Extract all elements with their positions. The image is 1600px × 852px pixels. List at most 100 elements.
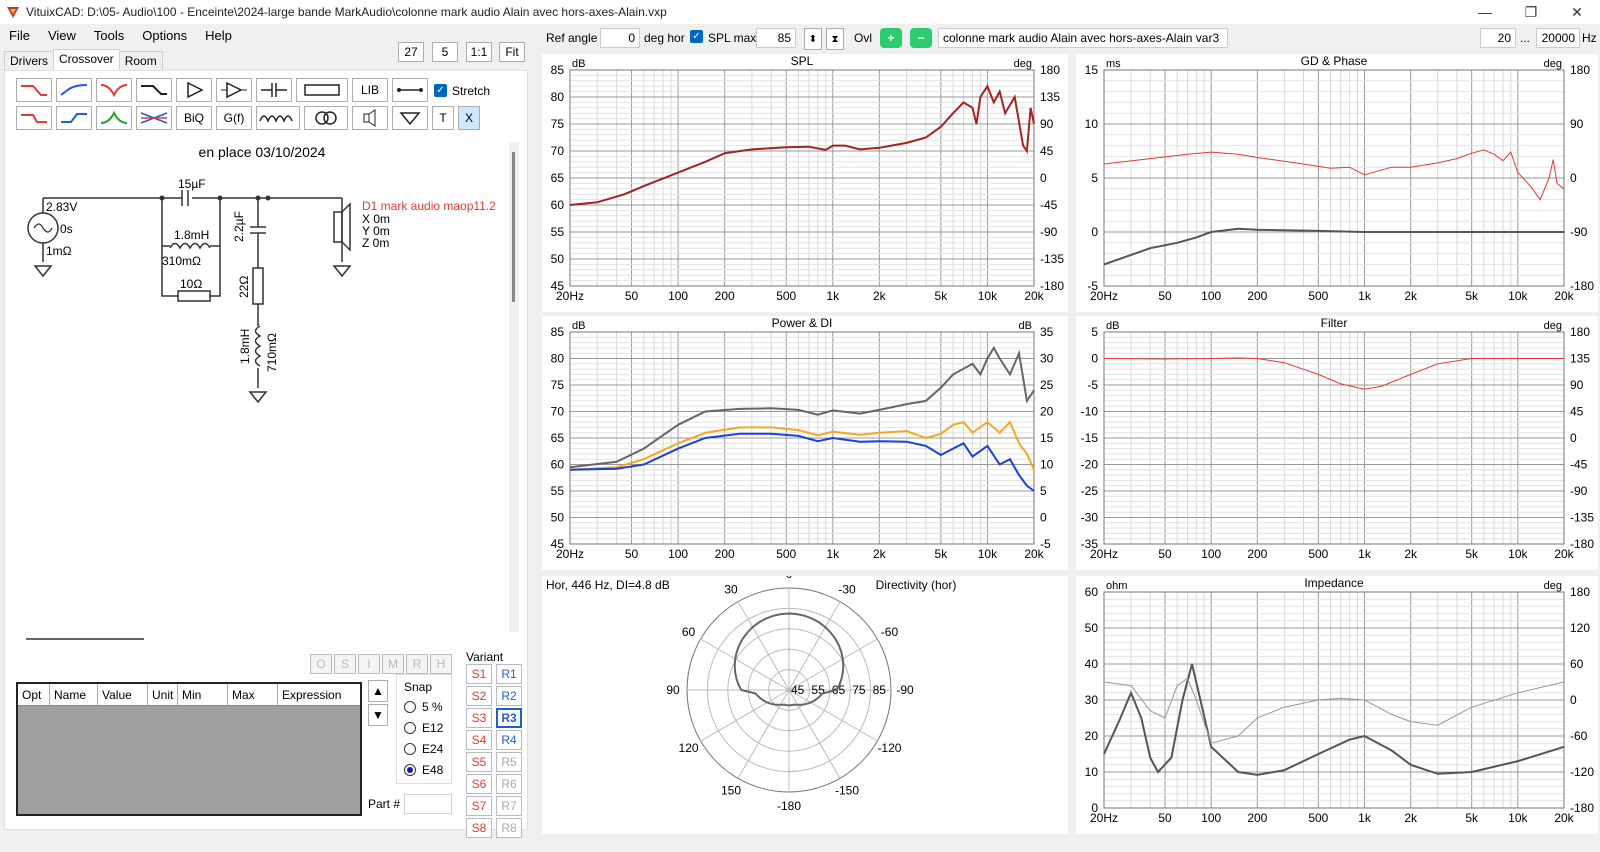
ref-angle-input[interactable]: 0: [600, 28, 640, 48]
menu-view[interactable]: View: [47, 27, 76, 43]
variant-r5-button[interactable]: R5: [496, 752, 522, 772]
snap-5pct-radio[interactable]: 5 %: [404, 700, 443, 714]
bandstop-red-tool[interactable]: [96, 78, 132, 102]
tab-room[interactable]: Room: [118, 51, 163, 70]
variant-s2-button[interactable]: S2: [466, 686, 492, 706]
capacitor-tool[interactable]: [256, 78, 292, 102]
remove-overlay-icon[interactable]: −: [910, 28, 932, 48]
canvas-vertical-scrollbar[interactable]: [509, 142, 519, 632]
delete-tool[interactable]: X: [458, 106, 480, 130]
menu-options[interactable]: Options: [142, 27, 188, 43]
tab-crossover[interactable]: Crossover: [53, 49, 120, 70]
biquad-button[interactable]: BiQ: [176, 106, 212, 130]
gf-button[interactable]: G(f): [216, 106, 252, 130]
opt-i-button[interactable]: I: [358, 654, 380, 674]
maximize-icon[interactable]: ❐: [1524, 3, 1538, 20]
value-5-field[interactable]: 5: [432, 42, 458, 62]
updown-spin-icon[interactable]: ⬍: [804, 28, 822, 50]
variant-r8-button[interactable]: R8: [496, 818, 522, 838]
opt-h-button[interactable]: H: [430, 654, 452, 674]
polar-angle-label: -180: [777, 799, 801, 813]
y-left-tick: 65: [551, 431, 565, 445]
opt-r-button[interactable]: R: [406, 654, 428, 674]
variant-s5-button[interactable]: S5: [466, 752, 492, 772]
snap-e24-radio[interactable]: E24: [404, 742, 443, 756]
y-right-tick: -180: [1570, 537, 1594, 551]
group-delay-curve: [1103, 227, 1564, 266]
spl-max-checkbox[interactable]: ✓: [690, 30, 703, 43]
parameter-grid[interactable]: Opt Name Value Unit Min Max Expression: [16, 682, 362, 816]
variant-r6-button[interactable]: R6: [496, 774, 522, 794]
x-tick: 100: [1201, 811, 1221, 825]
freq-min-input[interactable]: 20: [1480, 28, 1516, 48]
variant-s4-button[interactable]: S4: [466, 730, 492, 750]
highpass-blue-tool[interactable]: [56, 78, 92, 102]
wire-tool[interactable]: [392, 78, 428, 102]
variant-s3-button[interactable]: S3: [466, 708, 492, 728]
buffer-tool[interactable]: [176, 78, 212, 102]
imp-title: Impedance: [1304, 576, 1364, 590]
zoom-1to1-button[interactable]: 1:1: [466, 42, 492, 62]
x-tick: 500: [776, 547, 796, 561]
lowpass2-red-tool[interactable]: [16, 106, 52, 130]
overlay-name-input[interactable]: colonne mark audio Alain avec hors-axes-…: [938, 28, 1228, 48]
move-down-icon[interactable]: ▼: [368, 704, 388, 726]
fit-button[interactable]: Fit: [499, 42, 525, 62]
polar-angle-label: 0: [786, 576, 793, 581]
ovl-label: Ovl: [854, 31, 872, 45]
ground-tool[interactable]: [392, 106, 428, 130]
allpass-blue-tool[interactable]: [56, 106, 92, 130]
spl-max-input[interactable]: 85: [756, 28, 796, 48]
text-tool[interactable]: T: [432, 106, 454, 130]
bandpass-green-tool[interactable]: [96, 106, 132, 130]
canvas-horizontal-scrollbar[interactable]: [26, 638, 144, 640]
value-27-field[interactable]: 27: [398, 42, 424, 62]
inductor-tool[interactable]: [256, 106, 300, 130]
y-left-tick: -5: [1087, 279, 1098, 293]
variant-s6-button[interactable]: S6: [466, 774, 492, 794]
menu-help[interactable]: Help: [205, 27, 232, 43]
menu-tools[interactable]: Tools: [93, 27, 125, 43]
lib-button[interactable]: LIB: [352, 78, 388, 102]
y-right-tick: -180: [1040, 279, 1064, 293]
variant-s8-button[interactable]: S8: [466, 818, 492, 838]
y-left-tick: 0: [1091, 225, 1098, 239]
transformer-tool[interactable]: [304, 106, 348, 130]
menu-file[interactable]: File: [9, 27, 30, 43]
shelf-tool[interactable]: [136, 78, 172, 102]
variant-s7-button[interactable]: S7: [466, 796, 492, 816]
snap-e12-radio[interactable]: E12: [404, 721, 443, 735]
variant-r4-button[interactable]: R4: [496, 730, 522, 750]
opt-s-button[interactable]: S: [334, 654, 356, 674]
snap-e48-radio[interactable]: E48: [404, 763, 443, 777]
opamp-tool[interactable]: [216, 78, 252, 102]
add-overlay-icon[interactable]: +: [880, 28, 902, 48]
power-curve: [569, 420, 1035, 471]
variant-r3-button[interactable]: R3: [496, 708, 522, 728]
y-left-tick: 85: [551, 63, 565, 77]
notch-cross-tool[interactable]: [136, 106, 172, 130]
schematic-canvas[interactable]: en place 03/10/2024: [12, 142, 520, 632]
speaker-tool[interactable]: [352, 106, 388, 130]
variant-r2-button[interactable]: R2: [496, 686, 522, 706]
resistor-tool[interactable]: [296, 78, 348, 102]
move-up-icon[interactable]: ▲: [368, 680, 388, 702]
variant-r1-button[interactable]: R1: [496, 664, 522, 684]
minimize-icon[interactable]: —: [1478, 4, 1492, 20]
stretch-checkbox[interactable]: ✓: [434, 84, 447, 97]
part-input[interactable]: [404, 794, 452, 814]
hourglass-icon[interactable]: ⧗: [826, 28, 844, 50]
gd-ylabel-right: deg: [1544, 58, 1562, 70]
freq-max-input[interactable]: 20000: [1536, 28, 1580, 48]
opt-o-button[interactable]: O: [310, 654, 332, 674]
y-left-tick: -15: [1081, 431, 1099, 445]
variant-s1-button[interactable]: S1: [466, 664, 492, 684]
tab-drivers[interactable]: Drivers: [4, 51, 54, 70]
power-title: Power & DI: [772, 316, 833, 330]
lowpass-red-tool[interactable]: [16, 78, 52, 102]
x-tick: 20k: [1024, 547, 1044, 561]
close-icon[interactable]: ✕: [1571, 3, 1583, 20]
opt-m-button[interactable]: M: [382, 654, 404, 674]
variant-r7-button[interactable]: R7: [496, 796, 522, 816]
x-tick: 1k: [826, 547, 840, 561]
